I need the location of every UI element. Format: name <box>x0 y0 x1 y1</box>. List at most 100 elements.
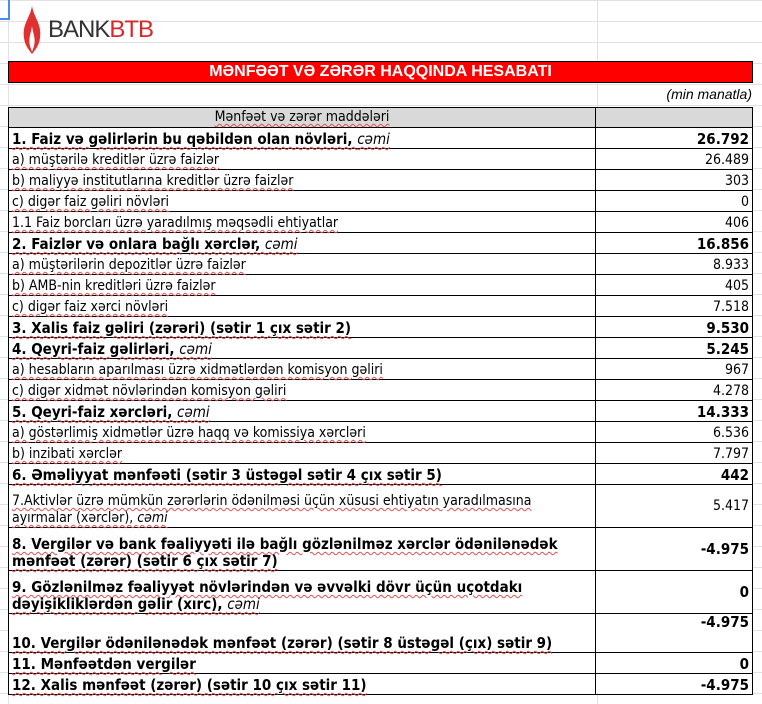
table-row: 2. Faizlər və onlara bağlı xərclər, cəmi… <box>8 232 753 254</box>
table-row: a) müştərilə kreditlər üzrə faizlər 26.48… <box>8 148 753 170</box>
row-value: -4.975 <box>595 673 753 695</box>
table-row: a) hesabların aparılması üzrə xidmətlərd… <box>8 358 753 380</box>
row-label-total: cəmi <box>177 403 210 421</box>
row-value: 6.536 <box>595 421 753 443</box>
row-label-text: 1.1 Faiz borcları üzrə yaradılmış məqsəd… <box>12 215 339 231</box>
table-row: c) digər faiz gəliri növləri 0 <box>8 190 753 212</box>
table-row: 12. Xalis mənfəət (zərər) (sətir 10 çıx … <box>8 673 753 695</box>
row-label: 3. Xalis faiz gəliri (zərəri) (sətir 1 ç… <box>8 316 596 338</box>
row-label: a) hesabların aparılması üzrə xidmətlərd… <box>8 358 596 380</box>
row-value: 7.797 <box>595 442 753 464</box>
row-value: 406 <box>595 211 753 233</box>
unit-label: (min manatla) <box>666 86 752 102</box>
row-label-text: b) AMB-nin kreditləri üzrə faizlər <box>12 278 216 294</box>
row-label-text: c) digər faiz xərci növləri <box>12 299 169 315</box>
row-label: a) göstərlimiş xidmətlər üzrə haqq və ko… <box>8 421 596 443</box>
row-value: 0 <box>595 190 753 212</box>
row-label-text: a) müştərilərin depozitlər üzrə faizlər <box>12 257 246 273</box>
row-label-text: 7.Aktivlər üzrə mümkün zərərlərin ödənil… <box>12 493 532 526</box>
row-label: 2. Faizlər və onlara bağlı xərclər, cəmi <box>8 232 596 254</box>
cell-selection-handle[interactable] <box>0 0 10 20</box>
row-label: 1. Faiz və gəlirlərin bu qəbildən olan n… <box>8 127 596 149</box>
row-value: 0 <box>595 652 753 674</box>
row-label-text: 8. Vergilər və bank fəaliyyəti ilə bağlı… <box>12 535 558 570</box>
row-label-total: cəmi <box>179 340 212 358</box>
row-value: -4.975 <box>595 613 753 653</box>
row-label-total: cəmi <box>137 510 168 526</box>
row-label-text: b) inzibati xərclər <box>12 446 123 462</box>
row-label-text: a) göstərlimiş xidmətlər üzrə haqq və ko… <box>12 425 366 441</box>
table-row: b) inzibati xərclər 7.797 <box>8 442 753 464</box>
table-row: b) maliyyə institutlarına kreditlər üzrə… <box>8 169 753 191</box>
row-label: 9. Gözlənilməz fəaliyyət növlərindən və … <box>8 570 596 614</box>
row-label: c) digər faiz xərci növləri <box>8 295 596 317</box>
row-label-text: c) digər xidmət növlərindən komisyon gəl… <box>12 383 287 399</box>
row-label: a) müştərilə kreditlər üzrə faizlər <box>8 148 596 170</box>
brand-btb: BTB <box>109 16 154 43</box>
row-label: a) müştərilərin depozitlər üzrə faizlər <box>8 253 596 275</box>
row-label: 1.1 Faiz borcları üzrə yaradılmış məqsəd… <box>8 211 596 233</box>
row-label-text: 4. Qeyri-faiz gəlirləri, <box>12 340 180 358</box>
table-row: 7.Aktivlər üzrə mümkün zərərlərin ödənil… <box>8 484 753 528</box>
flame-icon <box>23 6 41 54</box>
row-label-text: c) digər faiz gəliri növləri <box>12 194 170 210</box>
row-label-text: 5. Qeyri-faiz xərcləri, <box>12 403 178 421</box>
table-row: 9. Gözlənilməz fəaliyyət növlərindən və … <box>8 570 753 614</box>
income-statement-table: Mənfəət və zərər maddələri 1. Faiz və gə… <box>8 107 753 695</box>
table-row: 11. Mənfəətdən vergilər 0 <box>8 652 753 674</box>
table-header-row: Mənfəət və zərər maddələri <box>8 107 753 128</box>
row-label-text: a) müştərilə kreditlər üzrə faizlər <box>12 152 220 168</box>
row-label: 12. Xalis mənfəət (zərər) (sətir 10 çıx … <box>8 673 596 695</box>
row-value: 8.933 <box>595 253 753 275</box>
row-value: 0 <box>595 570 753 614</box>
row-value: 16.856 <box>595 232 753 254</box>
table-row: c) digər xidmət növlərindən komisyon gəl… <box>8 379 753 401</box>
row-label: 7.Aktivlər üzrə mümkün zərərlərin ödənil… <box>8 484 596 528</box>
row-label: b) maliyyə institutlarına kreditlər üzrə… <box>8 169 596 191</box>
brand-bank: BANK <box>48 16 110 43</box>
report-title: MƏNFƏƏT VƏ ZƏRƏR HAQQINDA HESABATI <box>8 61 753 83</box>
row-label-text: b) maliyyə institutlarına kreditlər üzrə… <box>12 173 294 189</box>
table-row: a) müştərilərin depozitlər üzrə faizlər 8… <box>8 253 753 275</box>
row-label-text: 9. Gözlənilməz fəaliyyət növlərindən və … <box>12 578 523 613</box>
row-label-text: 6. Əməliyyat mənfəəti (sətir 3 üstəgəl s… <box>12 466 442 484</box>
table-row: 6. Əməliyyat mənfəəti (sətir 3 üstəgəl s… <box>8 463 753 485</box>
row-value: 7.518 <box>595 295 753 317</box>
table-row: 3. Xalis faiz gəliri (zərəri) (sətir 1 ç… <box>8 316 753 338</box>
header-value <box>595 107 753 128</box>
row-label: b) AMB-nin kreditləri üzrə faizlər <box>8 274 596 296</box>
row-value: 26.792 <box>595 127 753 149</box>
row-label: c) digər xidmət növlərindən komisyon gəl… <box>8 379 596 401</box>
row-label-text: 10. Vergilər ödənilənədək mənfəət (zərər… <box>12 634 553 652</box>
row-label: 6. Əməliyyat mənfəəti (sətir 3 üstəgəl s… <box>8 463 596 485</box>
bank-logo: BANK BTB <box>20 4 154 56</box>
row-value: 14.333 <box>595 400 753 422</box>
table-row: 4. Qeyri-faiz gəlirləri, cəmi 5.245 <box>8 337 753 359</box>
row-value: 9.530 <box>595 316 753 338</box>
row-label: 5. Qeyri-faiz xərcləri, cəmi <box>8 400 596 422</box>
row-label: 11. Mənfəətdən vergilər <box>8 652 596 674</box>
row-value: 5.417 <box>595 484 753 528</box>
table-row: 1.1 Faiz borcları üzrə yaradılmış məqsəd… <box>8 211 753 233</box>
row-label-text: 3. Xalis faiz gəliri (zərəri) (sətir 1 ç… <box>12 319 352 337</box>
table-row: 8. Vergilər və bank fəaliyyəti ilə bağlı… <box>8 527 753 571</box>
row-value: 26.489 <box>595 148 753 170</box>
table-row: 5. Qeyri-faiz xərcləri, cəmi 14.333 <box>8 400 753 422</box>
row-label-total: cəmi <box>264 235 298 253</box>
row-label-text: a) hesabların aparılması üzrə xidmətlərd… <box>12 362 383 378</box>
row-label: c) digər faiz gəliri növləri <box>8 190 596 212</box>
row-label: 8. Vergilər və bank fəaliyyəti ilə bağlı… <box>8 527 596 571</box>
table-row: b) AMB-nin kreditləri üzrə faizlər 405 <box>8 274 753 296</box>
table-row: 10. Vergilər ödənilənədək mənfəət (zərər… <box>8 613 753 653</box>
row-value: 405 <box>595 274 753 296</box>
row-label-text: 11. Mənfəətdən vergilər <box>12 655 196 673</box>
row-value: 442 <box>595 463 753 485</box>
row-label: 10. Vergilər ödənilənədək mənfəət (zərər… <box>8 613 596 653</box>
row-value: 303 <box>595 169 753 191</box>
table-row: c) digər faiz xərci növləri 7.518 <box>8 295 753 317</box>
row-value: -4.975 <box>595 527 753 571</box>
row-label-total: cəmi <box>227 595 260 613</box>
row-value: 4.278 <box>595 379 753 401</box>
row-label: b) inzibati xərclər <box>8 442 596 464</box>
table-row: 1. Faiz və gəlirlərin bu qəbildən olan n… <box>8 127 753 149</box>
